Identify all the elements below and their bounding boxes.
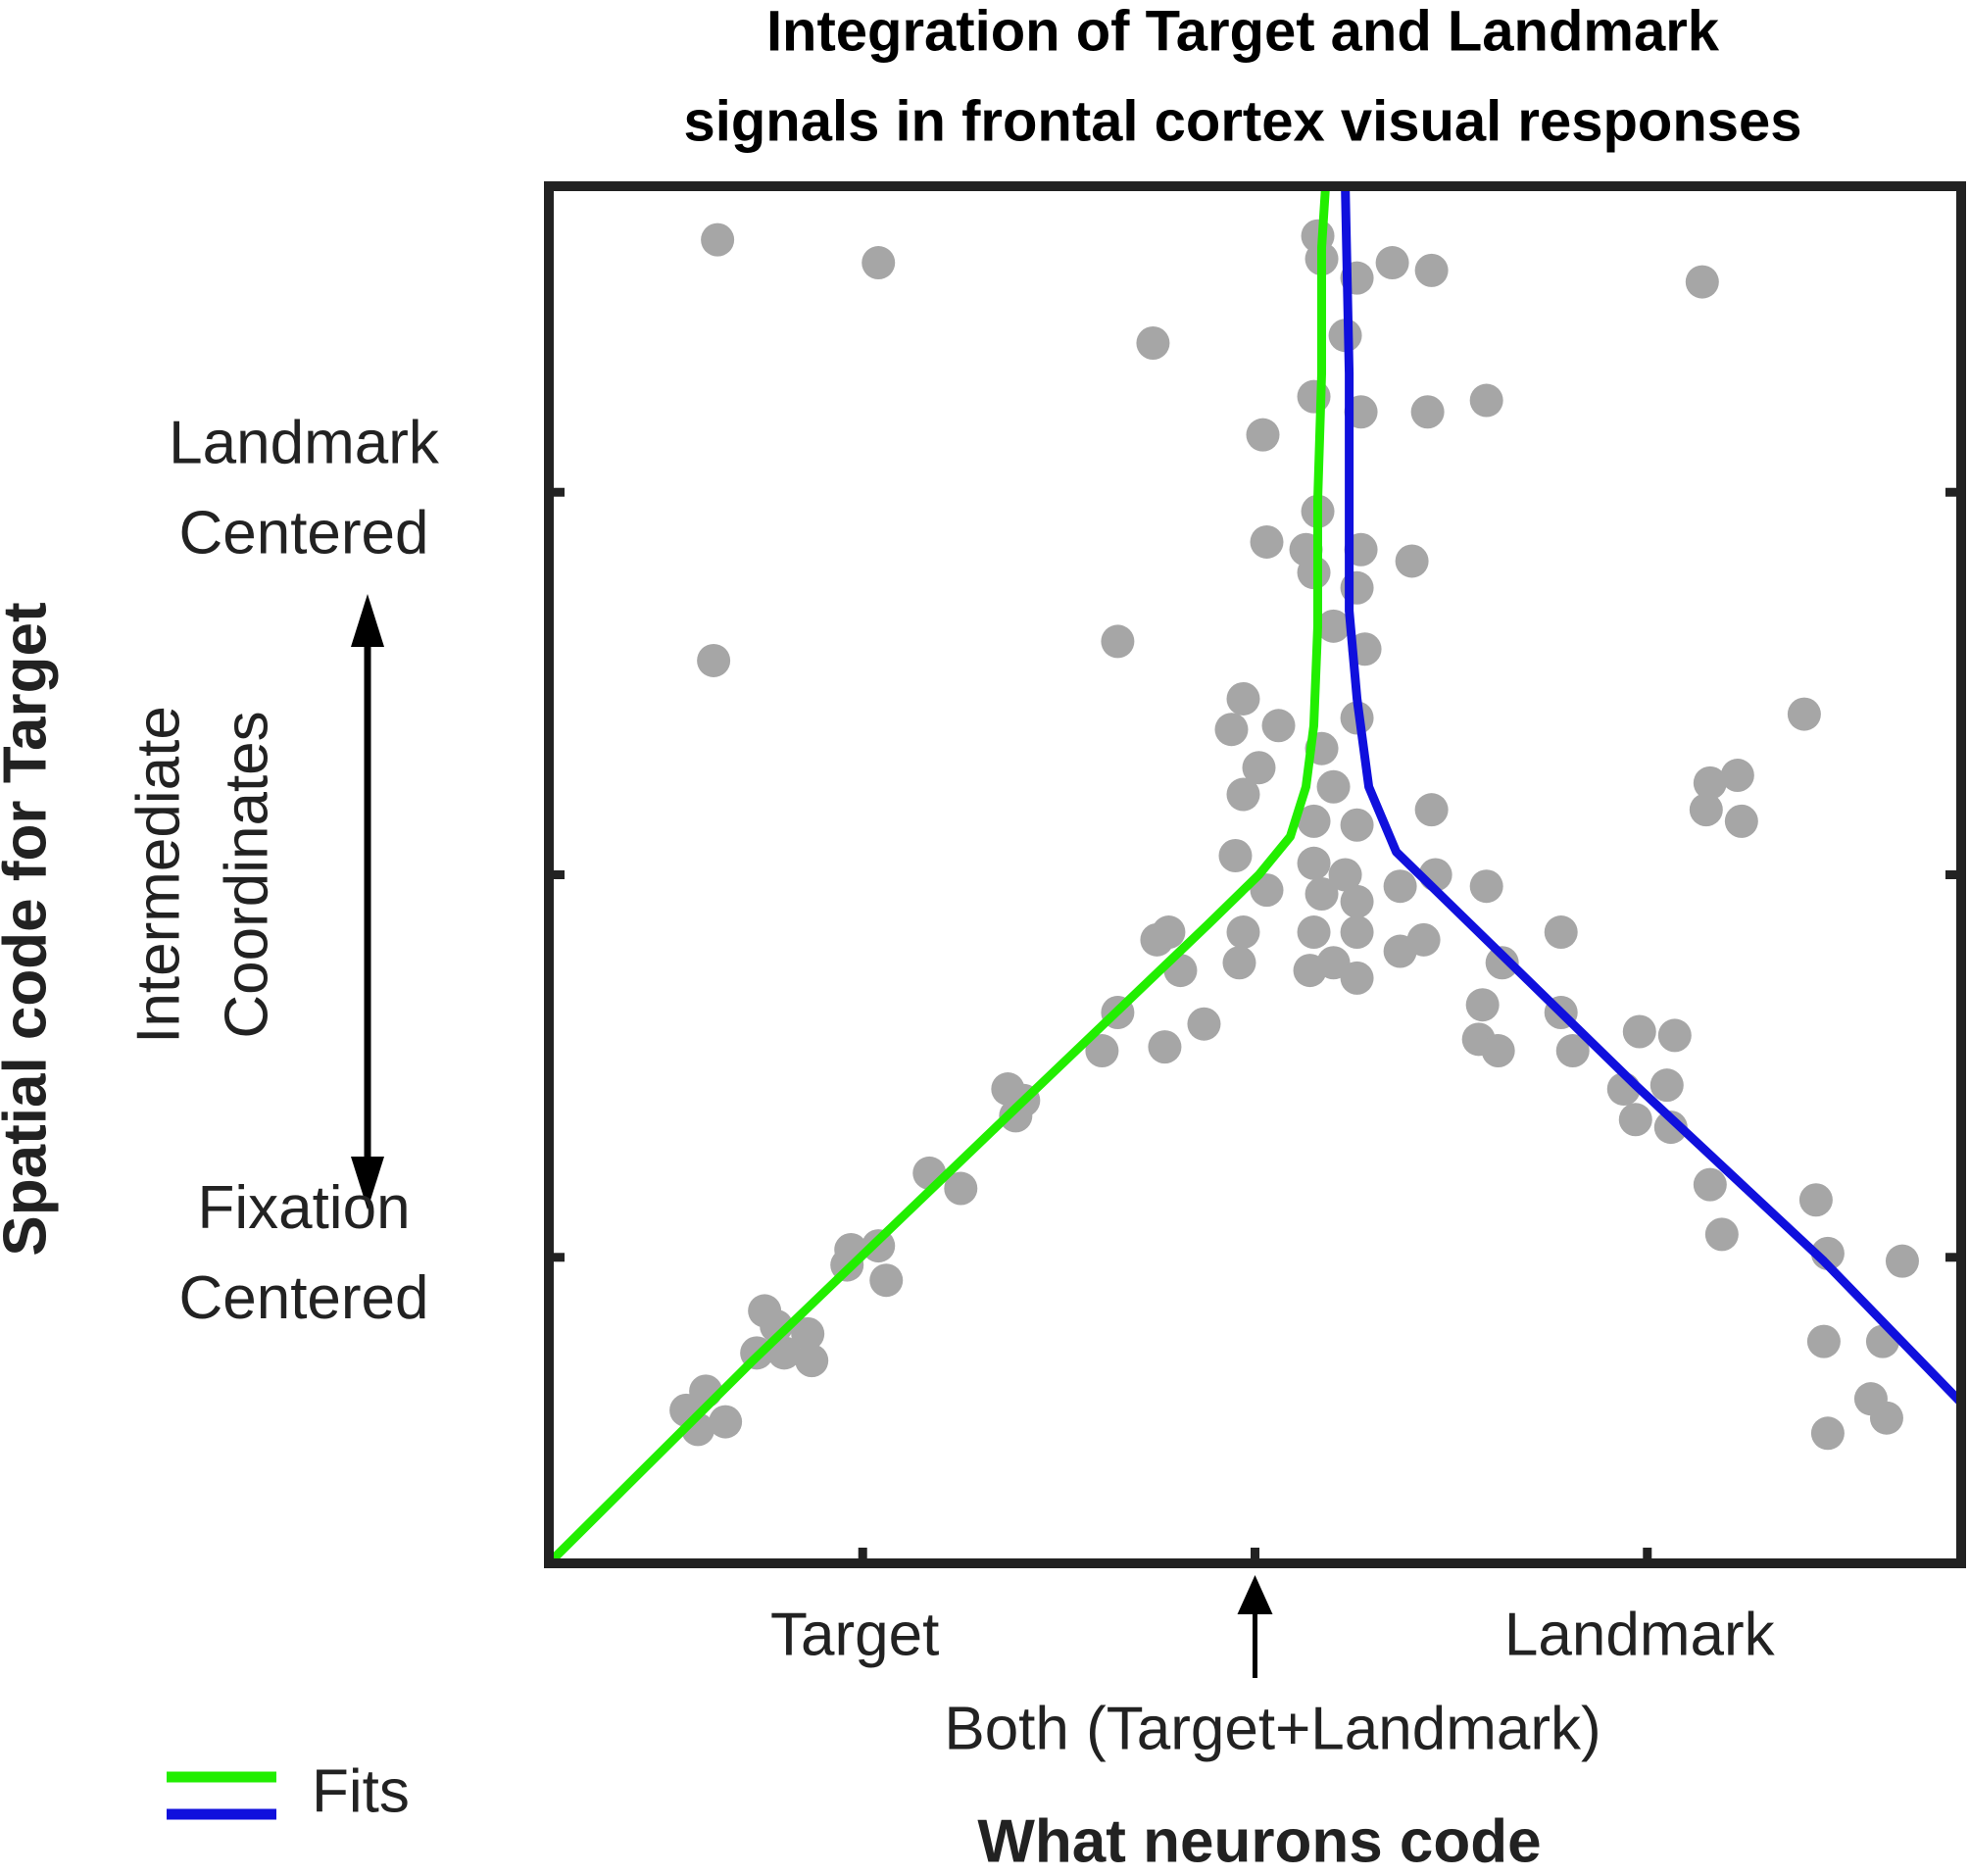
data-point [1787,697,1821,731]
y-tick-label-line: Centered [178,500,428,568]
data-point [1555,1034,1590,1068]
data-point [1469,383,1503,418]
data-point [1869,1401,1903,1435]
chart-title: Integration of Target and Landmark [766,0,1720,63]
data-point [1136,326,1170,361]
data-point [1724,804,1758,838]
data-point [1242,751,1276,785]
y-tick-label-line: Centered [178,1264,428,1332]
data-point [1649,1068,1684,1103]
y-tick-label-line: Fixation [197,1174,410,1242]
data-point [1148,1030,1182,1064]
data-point [1101,624,1135,659]
y-axis-title: Spatial code for Target [0,602,59,1256]
data-point [1214,713,1249,747]
data-point [1316,769,1351,804]
y-tick-label-line: Intermediate [124,706,192,1044]
data-point [1406,922,1441,957]
data-point [1250,873,1284,908]
data-point [1340,808,1374,842]
data-point [1395,544,1429,578]
data-point [1297,846,1331,880]
data-point [944,1171,978,1206]
data-point [1218,838,1253,872]
data-point [1806,1324,1841,1358]
y-tick-label-line: Landmark [169,410,440,477]
data-point [1316,609,1351,643]
data-point [1689,793,1723,827]
x-tick-arrow-head [1237,1575,1273,1614]
data-point [1085,1034,1119,1068]
x-tick-label: Both (Target+Landmark) [944,1695,1600,1762]
data-point [1622,1014,1656,1049]
data-point [1246,418,1280,452]
data-point [1481,1034,1515,1068]
data-point [697,643,731,677]
data-point [1485,946,1519,980]
data-point [1222,946,1256,980]
x-tick-label: Landmark [1504,1601,1776,1668]
data-point [1693,1167,1727,1202]
data-point [999,1099,1033,1133]
data-point [1304,877,1339,912]
chart-title: signals in frontal cortex visual respons… [683,89,1801,153]
data-point [1798,1183,1833,1217]
data-point [1152,915,1186,950]
data-point [1657,1018,1692,1053]
data-point [1226,681,1260,716]
data-point [1187,1007,1221,1041]
data-point [861,246,896,280]
data-point [1704,1217,1739,1252]
x-axis-title: What neurons code [977,1807,1541,1875]
y-tick-label-line: Coordinates [213,711,280,1038]
data-point [1297,804,1331,838]
data-point [1293,954,1327,988]
data-point [1226,777,1260,812]
y-double-arrow [351,594,384,1210]
data-point [1685,265,1719,299]
data-point [1410,395,1445,429]
data-point [1693,765,1727,800]
data-point [1618,1103,1652,1137]
fit-line [545,185,1330,1567]
data-point [1544,915,1578,950]
data-point [1469,869,1503,904]
data-point [1885,1244,1919,1278]
legend-label: Fits [312,1757,410,1825]
data-point [1720,759,1754,793]
data-point [1340,915,1374,950]
data-point [1414,793,1449,827]
data-point [1340,884,1374,918]
y-tick-label: Intermediate Coordinates [124,706,280,1044]
data-point [1250,524,1284,559]
data-point [1226,915,1260,950]
data-point [1653,1111,1688,1145]
data-point [767,1336,802,1370]
data-point [1383,869,1417,904]
data-point [791,1316,825,1351]
data-point [795,1344,829,1378]
data-point [1414,253,1449,287]
x-tick-label: Target [770,1601,939,1668]
data-point [1328,858,1362,892]
fit-line [1341,185,1965,1407]
data-point [1297,915,1331,950]
data-point [701,222,735,257]
data-point [1810,1416,1845,1451]
data-point [1340,961,1374,995]
data-point [1261,709,1296,743]
data-point [869,1263,904,1298]
data-point [1465,988,1500,1022]
data-point [709,1405,743,1439]
data-point [1375,246,1409,280]
